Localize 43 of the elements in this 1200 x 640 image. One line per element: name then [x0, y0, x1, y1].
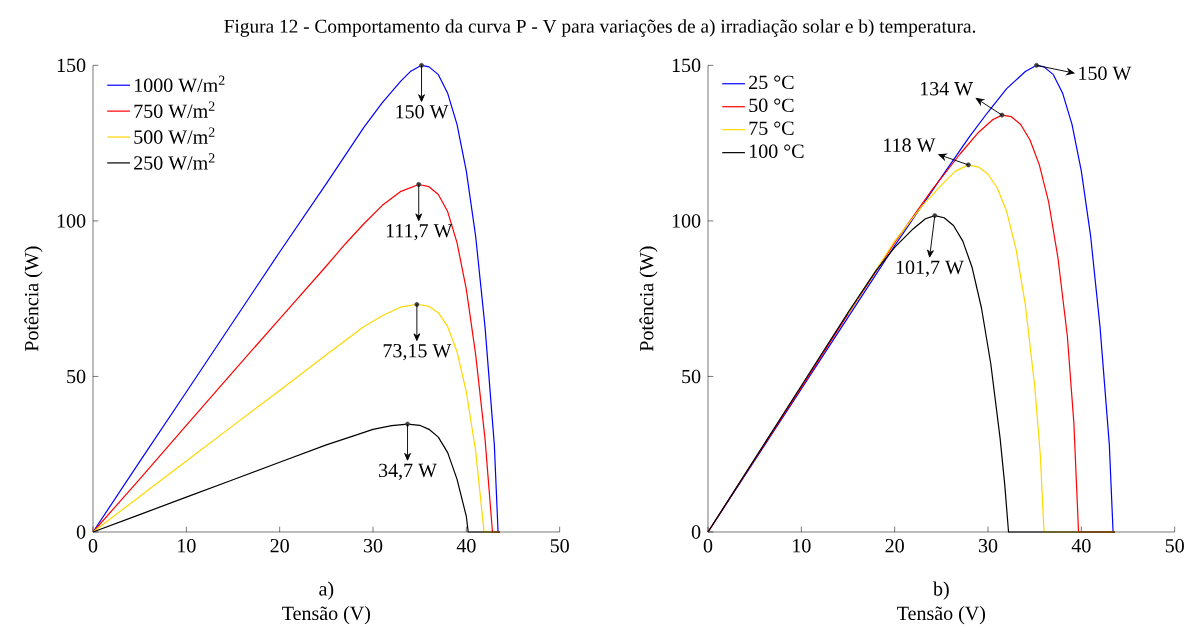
text: a): [319, 581, 334, 600]
x-tick-label: 50: [550, 538, 569, 553]
y-tick-label: 50: [67, 369, 86, 384]
x-tick-label: 30: [363, 538, 383, 553]
legend-label: 50 °C: [749, 98, 794, 113]
x-tick-label: 40: [456, 538, 476, 553]
x-tick-label: 0: [703, 538, 713, 553]
annotation: 134 W: [920, 81, 974, 96]
legend-label: 750 W/m$^{2}$: [134, 101, 215, 119]
legend-label: 75 °C: [749, 121, 794, 136]
annotation: 101,7 W: [896, 260, 964, 277]
legend-label: 25 °C: [749, 75, 794, 90]
text: Figura 12 - Comportamento da curva P - V para variações de a) irradiação solar e b) temperatura.: [224, 19, 976, 37]
y-tick-label: 100: [672, 214, 701, 228]
x-axis-title: Tensão (V): [282, 606, 371, 625]
y-axis-title: Potência (W): [24, 246, 43, 352]
x-tick-label: 10: [178, 538, 196, 553]
annotation: 150 W: [396, 104, 449, 119]
legend-label: 100 °C: [749, 144, 804, 158]
x-tick-label: 20: [885, 538, 904, 553]
annotation: 34,7 W: [379, 463, 437, 480]
y-tick-label: 0: [76, 525, 86, 539]
y-tick-label: 0: [691, 525, 701, 539]
legend-label: 1000 W/m$^{2}$: [134, 75, 225, 93]
y-tick-label: 150: [57, 58, 86, 73]
annotation: 73,15 W: [383, 344, 452, 361]
y-axis-title: Potência (W): [639, 246, 658, 352]
x-tick-label: 40: [1071, 538, 1091, 553]
annotation: 150 W: [1079, 66, 1132, 81]
y-tick-label: 150: [672, 58, 701, 73]
x-axis-title: Tensão (V): [897, 606, 986, 625]
x-tick-label: 30: [978, 538, 998, 553]
x-tick-label: 0: [88, 538, 98, 553]
y-tick-label: 100: [57, 214, 86, 228]
legend-label: 500 W/m$^{2}$: [134, 127, 215, 144]
x-tick-label: 10: [793, 538, 811, 553]
y-tick-label: 50: [682, 369, 701, 384]
x-tick-label: 50: [1165, 538, 1184, 553]
text: b): [933, 581, 949, 600]
annotation: 111,7 W: [386, 224, 453, 241]
legend-label: 250 W/m$^{2}$: [134, 153, 215, 170]
x-tick-label: 20: [270, 538, 289, 553]
annotation: 118 W: [884, 138, 936, 152]
